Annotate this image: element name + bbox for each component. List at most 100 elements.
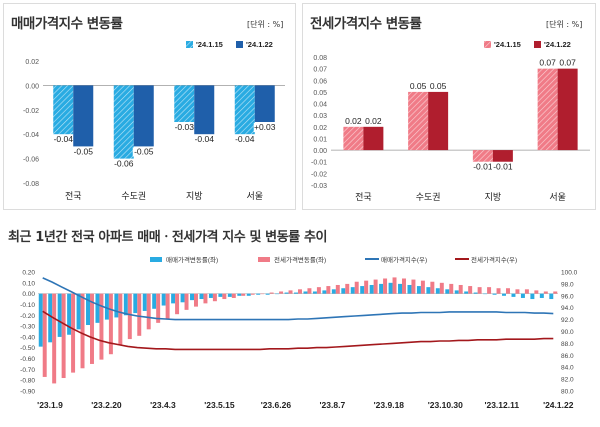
jeonse-legend-swatch bbox=[534, 41, 541, 48]
jeonse-data-label: -0.01 bbox=[493, 162, 513, 172]
sale-change-bar bbox=[341, 288, 346, 294]
sale-ytick: 0.02 bbox=[25, 59, 39, 66]
jeonse-change-bar bbox=[458, 284, 463, 294]
jeonse-change-bar bbox=[496, 288, 501, 294]
sale-data-label: -0.06 bbox=[114, 159, 134, 169]
trend-x-tick: '24.1.22 bbox=[543, 400, 574, 410]
trend-left-ytick: -0.50 bbox=[20, 345, 35, 352]
trend-left-ytick: 0.20 bbox=[22, 270, 35, 277]
sale-change-bar bbox=[171, 293, 176, 304]
jeonse-change-bar bbox=[383, 278, 388, 294]
jeonse-data-label-bg bbox=[342, 116, 365, 126]
jeonse-bar bbox=[537, 68, 558, 151]
jeonse-change-bar bbox=[231, 293, 236, 298]
sale-category-label: 전국 bbox=[65, 191, 82, 201]
trend-x-tick: '23.8.7 bbox=[320, 400, 346, 410]
sale-change-bar bbox=[114, 293, 119, 318]
sale-data-label: -0.05 bbox=[74, 146, 94, 156]
jeonse-data-label-bg bbox=[536, 58, 559, 68]
jeonse-bar bbox=[428, 91, 449, 151]
trend-left-ytick: -0.20 bbox=[20, 313, 35, 320]
jeonse-change-bar bbox=[468, 286, 473, 294]
jeonse-change-bar bbox=[506, 288, 510, 294]
jeonse-change-bar bbox=[543, 291, 548, 294]
trend-left-ytick: -0.90 bbox=[20, 389, 35, 396]
jeonse-change-bar bbox=[298, 289, 302, 294]
jeonse-change-bar bbox=[373, 279, 378, 294]
jeonse-category-label: 수도권 bbox=[416, 191, 441, 202]
jeonse-change-bar bbox=[241, 293, 246, 296]
jeonse-ytick: -0.03 bbox=[311, 183, 327, 190]
sale-change-bar bbox=[407, 284, 412, 294]
jeonse-change-bar bbox=[137, 293, 142, 336]
sale-change-bar bbox=[445, 289, 450, 294]
sale-data-label-bg bbox=[52, 135, 75, 145]
sale-change-bar bbox=[464, 291, 469, 294]
jeonse-change-bar bbox=[118, 293, 123, 345]
sale-ytick: -0.06 bbox=[23, 157, 39, 164]
sale-data-label: -0.03 bbox=[175, 122, 195, 132]
sale-bar bbox=[194, 85, 215, 135]
trend-right-ytick: 92.0 bbox=[561, 317, 574, 324]
sale-change-bar bbox=[133, 293, 138, 314]
jeonse-change-bar bbox=[515, 289, 520, 294]
sale-ytick: -0.04 bbox=[23, 132, 39, 139]
sale-change-bar bbox=[379, 283, 384, 294]
jeonse-change-bar bbox=[420, 280, 425, 294]
sale-index-line bbox=[42, 277, 554, 321]
sale-data-label-bg bbox=[132, 147, 155, 157]
jeonse-bar bbox=[363, 126, 384, 151]
sale-change-bar bbox=[426, 287, 431, 294]
jeonse-data-label-bg bbox=[471, 162, 494, 172]
jeonse-bar bbox=[343, 126, 364, 151]
jeonse-ytick: 0.03 bbox=[313, 113, 327, 120]
jeonse-data-label-bg bbox=[407, 81, 430, 91]
jeonse-change-bar bbox=[326, 286, 331, 294]
trend-right-ytick: 82.0 bbox=[561, 377, 574, 384]
jeonse-change-bar bbox=[411, 279, 416, 294]
jeonse-category-label: 서울 bbox=[549, 192, 566, 202]
sale-change-bar bbox=[38, 293, 43, 347]
jeonse-change-bar bbox=[345, 283, 350, 294]
jeonse-change-bar bbox=[250, 293, 255, 295]
jeonse-ytick: 0.02 bbox=[313, 125, 327, 132]
sale-change-bar bbox=[312, 291, 317, 294]
sale-change-bar bbox=[360, 286, 365, 294]
trend-x-tick: '23.1.9 bbox=[37, 400, 63, 410]
jeonse-change-bar bbox=[534, 290, 539, 294]
trend-left-ytick: -0.30 bbox=[20, 324, 35, 331]
jeonse-ytick: 0.01 bbox=[313, 136, 327, 143]
sale-change-bar bbox=[67, 293, 72, 335]
trend-right-ytick: 96.0 bbox=[561, 293, 574, 300]
jeonse-ytick: 0.05 bbox=[313, 90, 327, 97]
jeonse-change-bar bbox=[99, 293, 104, 360]
sale-change-bar bbox=[208, 293, 213, 298]
jeonse-data-label: 0.02 bbox=[345, 116, 362, 126]
sale-data-label: -0.04 bbox=[235, 134, 255, 144]
trend-left-ytick: 0.10 bbox=[22, 280, 35, 287]
jeonse-change-bar bbox=[553, 291, 558, 294]
sale-change-bar bbox=[454, 290, 459, 294]
jeonse-change-bar bbox=[524, 289, 529, 294]
jeonse-data-label-bg bbox=[556, 58, 579, 68]
sale-change-bar bbox=[520, 293, 525, 298]
jeonse-change-bar bbox=[430, 281, 435, 294]
jeonse-change-bar bbox=[449, 283, 454, 294]
jeonse-change-bar bbox=[212, 293, 217, 302]
jeonse-change-bar bbox=[260, 293, 265, 295]
jeonse-data-label-bg bbox=[362, 116, 385, 126]
jeonse-change-bar bbox=[288, 290, 293, 294]
trend-right-ytick: 80.0 bbox=[561, 389, 574, 396]
jeonse-legend-swatch bbox=[484, 41, 491, 48]
sale-bar bbox=[254, 85, 275, 122]
jeonse-change-bar bbox=[402, 278, 406, 294]
jeonse-change-bar bbox=[52, 293, 57, 384]
sale-data-label-bg bbox=[72, 147, 95, 157]
sale-change-bar bbox=[237, 293, 242, 296]
sale-category-label: 지방 bbox=[186, 191, 203, 201]
trend-right-ytick: 88.0 bbox=[561, 341, 574, 348]
trend-legend-label: 전세가격변동률(좌) bbox=[274, 255, 326, 264]
sale-data-label-bg bbox=[193, 135, 216, 145]
